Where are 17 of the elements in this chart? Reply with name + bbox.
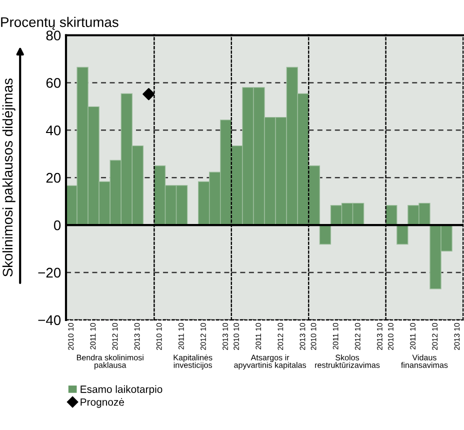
legend-label: Prognozė [80, 398, 124, 408]
y-tick-label: 0 [54, 220, 61, 230]
y-tick-label: 80 [46, 30, 61, 40]
chart-title: Procentų skirtumas [1, 16, 118, 30]
y-tick-label: −20 [38, 268, 61, 278]
legend-label: Esamo laikotarpio [80, 385, 162, 395]
x-axis-title: Skolos restruktūrizavimas [315, 354, 380, 368]
y-tick-label: −40 [38, 315, 61, 326]
x-axis-title: Vidaus finansavimas [401, 354, 448, 368]
y-tick-label: 60 [46, 78, 61, 88]
y-tick-label: 40 [46, 125, 61, 136]
x-axis-title: Kapitalinės investicijos [174, 354, 212, 370]
y-axis-title: Skolinimosi paklausos didėjimas [2, 78, 16, 277]
bar [319, 224, 332, 245]
y-tick-label: 20 [46, 172, 61, 183]
x-axis-title: Bendra skolinimosi paklausa [76, 354, 144, 370]
x-axis-title: Atsargos ir apyvartinis kapitalas [234, 354, 306, 370]
